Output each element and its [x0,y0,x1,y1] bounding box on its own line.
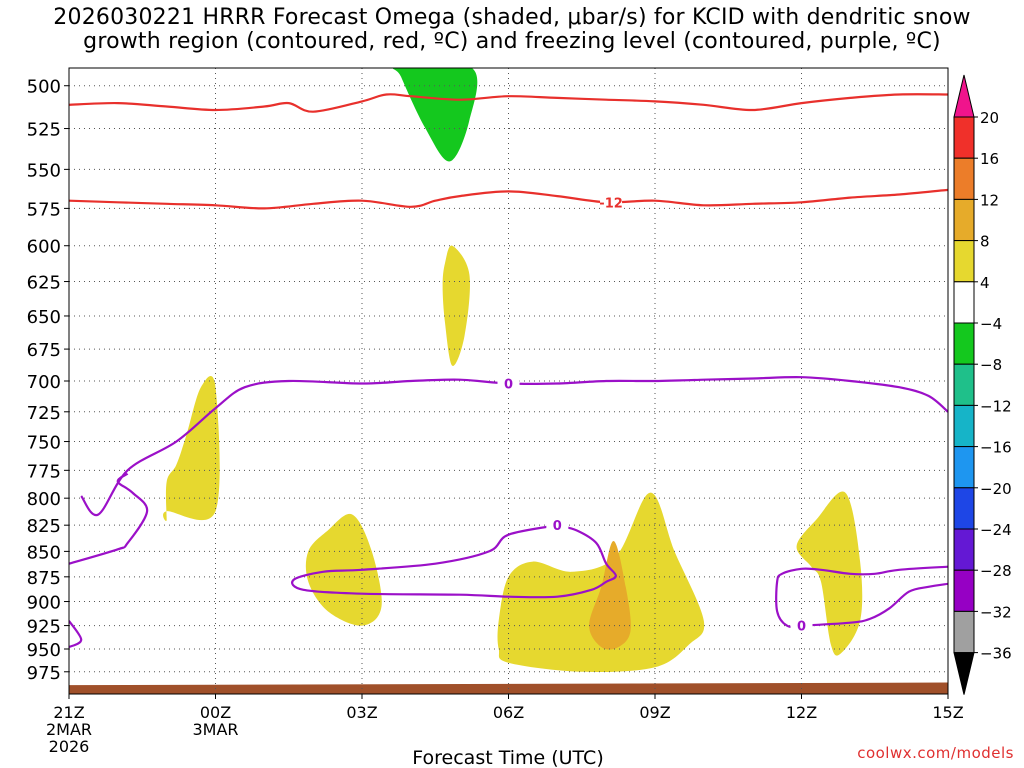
contour-label-6: 0 [797,620,806,635]
omega-region-2 [163,375,220,522]
ytick-label-950: 950 [27,640,61,661]
colorbar-bottom-arrow [953,652,975,695]
contour-label-2: 0 [504,378,513,393]
xtick-sub1-21Z: 2MAR [46,720,92,739]
colorbar-label-12: −32 [980,603,1012,621]
colorbar: 20 16 12 8 4 −4 −8 −12 −16 −20 −24 −28 −32 −36 [953,74,1012,695]
colorbar-label-3: 8 [980,233,990,251]
colorbar-swatch-12 [953,610,975,654]
ytick-label-925: 925 [27,617,61,638]
colorbar-label-5: −4 [980,315,1002,333]
ytick-label-650: 650 [27,307,61,328]
omega-region-0 [393,68,478,162]
colorbar-swatch-8 [953,446,975,489]
freezing-contour-1 [69,472,149,565]
colorbar-top-arrow [953,74,975,118]
contour-labels: -12 0 0 0 [497,195,813,635]
contour-label-bg-3 [546,518,569,533]
title-line-2: growth region (contoured, red, ºC) and f… [83,29,941,54]
ytick-label-850: 850 [27,542,61,563]
omega-region-1 [442,245,470,366]
colorbar-label-6: −8 [980,356,1002,374]
ytick-label-750: 750 [27,433,61,454]
colorbar-label-4: 4 [980,274,990,292]
ytick-label-825: 825 [27,516,61,537]
xtick-label-21Z: 21Z [53,703,84,722]
ytick-label-725: 725 [27,403,61,424]
colorbar-label-11: −28 [980,562,1012,580]
dgz-contour-1 [69,188,948,210]
freezing-contour-2 [69,620,83,649]
ytick-label-975: 975 [27,663,61,684]
colorbar-label-0: 20 [980,109,999,127]
contour-label-bg-1 [600,195,623,210]
colorbar-swatch-5 [953,322,975,365]
y-axis: 500 525 550 575 600 625 650 675 700 725 750 775 800 8… [27,77,69,684]
x-axis-label: Forecast Time (UTC) [412,747,603,768]
ytick-label-775: 775 [27,461,61,482]
ytick-label-900: 900 [27,593,61,614]
colorbar-label-13: −36 [980,645,1012,663]
xtick-label-06Z: 06Z [493,703,524,722]
source-credit: coolwx.com/models [857,744,1014,762]
colorbar-swatch-2 [953,198,975,242]
colorbar-swatch-1 [953,157,975,200]
ytick-label-525: 525 [27,120,61,141]
freezing-contour-3 [291,524,617,599]
dgz-contour-0 [69,93,948,113]
omega-region-5 [589,541,631,650]
colorbar-swatch-11 [953,569,975,612]
xtick-label-00Z: 00Z [200,703,231,722]
omega-region-6 [796,491,863,656]
chart-title: 2026030221 HRRR Forecast Omega (shaded, … [0,6,1024,54]
colorbar-label-8: −16 [980,439,1012,457]
contour-label-bg-6 [790,618,813,633]
ytick-label-500: 500 [27,77,61,98]
ytick-label-550: 550 [27,160,61,181]
xtick-sub2-21Z: 2026 [49,737,90,756]
colorbar-label-9: −20 [980,480,1012,498]
ytick-label-675: 675 [27,340,61,361]
freezing-contour-4 [775,565,948,628]
xtick-label-03Z: 03Z [346,703,377,722]
contour-label-bg-2 [497,376,520,391]
colorbar-label-1: 16 [980,150,999,168]
xtick-sub1-00Z: 3MAR [192,720,238,739]
ytick-label-600: 600 [27,237,61,258]
colorbar-swatch-3 [953,240,975,283]
colorbar-swatch-4 [953,281,975,324]
omega-shading [163,68,863,673]
title-line-1: 2026030221 HRRR Forecast Omega (shaded, … [53,5,971,30]
ytick-label-625: 625 [27,273,61,294]
colorbar-swatch-6 [953,363,975,406]
contour-label-1: -12 [599,196,623,211]
ytick-label-800: 800 [27,489,61,510]
colorbar-label-7: −12 [980,397,1012,415]
ytick-label-700: 700 [27,372,61,393]
xtick-label-15Z: 15Z [932,703,963,722]
xtick-label-12Z: 12Z [786,703,817,722]
ytick-label-575: 575 [27,199,61,220]
colorbar-swatch-7 [953,404,975,448]
colorbar-label-10: −24 [980,521,1012,539]
colorbar-swatch-10 [953,528,975,571]
contour-label-3: 0 [553,519,562,534]
contour-lines [69,93,948,649]
colorbar-label-2: 12 [980,191,999,209]
omega-region-4 [497,492,705,673]
ytick-label-875: 875 [27,568,61,589]
colorbar-swatch-0 [953,116,975,159]
colorbar-swatch-9 [953,487,975,530]
xtick-label-09Z: 09Z [639,703,670,722]
